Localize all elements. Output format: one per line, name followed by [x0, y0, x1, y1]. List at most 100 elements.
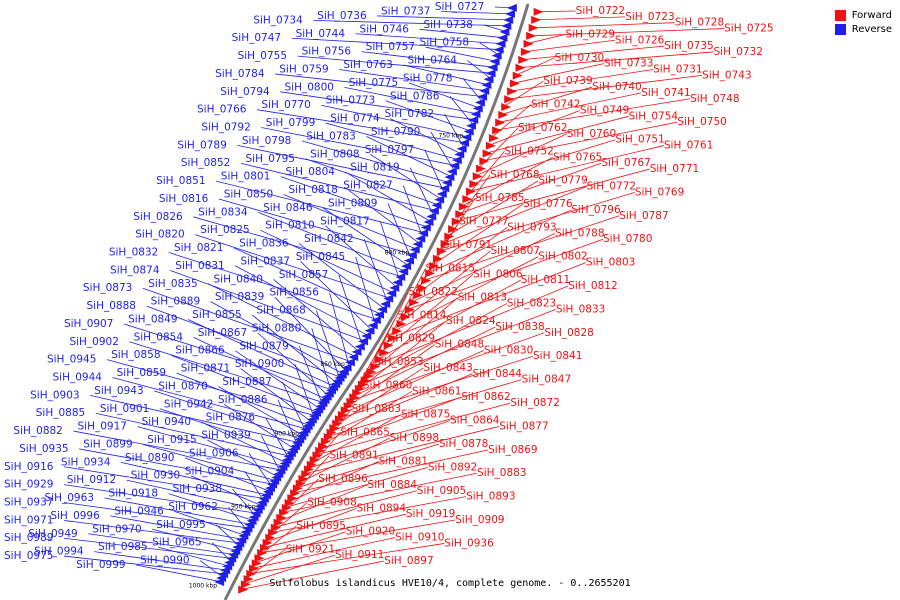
reverse-connector [275, 73, 486, 98]
reverse-gene-arrow [389, 283, 400, 292]
forward-gene-label: SiH_0743 [702, 69, 751, 81]
reverse-gene-label: SiH_0915 [147, 434, 196, 446]
forward-gene-label: SiH_0828 [544, 327, 593, 339]
reverse-gene-label: SiH_0744 [296, 28, 346, 40]
reverse-gene-arrow [423, 218, 434, 227]
reverse-connector [201, 421, 288, 464]
reverse-connector [274, 296, 348, 372]
reverse-gene-label: SiH_0826 [133, 211, 183, 223]
forward-gene-label: SiH_0895 [296, 520, 345, 532]
forward-gene-label: SiH_0806 [473, 268, 523, 280]
forward-gene-label: SiH_0807 [491, 245, 540, 257]
reverse-connector [313, 19, 510, 27]
forward-connector [325, 379, 522, 438]
forward-connector [494, 98, 691, 131]
reverse-connector [240, 368, 313, 424]
reverse-connector [403, 64, 490, 86]
reverse-gene-label: SiH_0999 [76, 559, 125, 571]
forward-connector [398, 250, 491, 325]
reverse-connector [174, 511, 247, 537]
reverse-gene-arrow [495, 39, 506, 48]
reverse-gene-label: SiH_0994 [34, 546, 84, 558]
forward-connector [280, 472, 478, 514]
reverse-gene-arrow [348, 353, 359, 362]
forward-gene-arrow [281, 503, 292, 512]
reverse-gene-label: SiH_0817 [320, 215, 369, 227]
reverse-connector [159, 408, 294, 454]
reverse-connector [79, 448, 276, 485]
reverse-connector [137, 426, 286, 468]
forward-gene-arrow [383, 341, 394, 350]
reverse-gene-label: SiH_0944 [53, 372, 103, 384]
reverse-gene-label: SiH_0842 [304, 233, 353, 245]
reverse-gene-arrow [431, 201, 442, 210]
forward-gene-label: SiH_0787 [619, 210, 668, 222]
forward-gene-label: SiH_0788 [555, 227, 604, 239]
reverse-connector [377, 15, 512, 21]
reverse-gene-label: SiH_0778 [403, 72, 452, 84]
forward-connector [525, 34, 566, 45]
reverse-gene-label: SiH_0962 [168, 501, 217, 513]
forward-swatch [834, 9, 846, 21]
reverse-connector [277, 399, 299, 447]
forward-gene-arrow [238, 585, 249, 594]
forward-gene-arrow [326, 428, 337, 437]
forward-gene-arrow [492, 126, 503, 135]
reverse-gene-label: SiH_0794 [220, 86, 270, 98]
reverse-gene-label: SiH_0770 [261, 99, 310, 111]
forward-gene-label: SiH_0769 [635, 186, 684, 198]
reverse-connector [218, 198, 415, 256]
reverse-gene-label: SiH_0783 [306, 130, 355, 142]
reverse-connector [94, 551, 229, 571]
reverse-gene-label: SiH_0834 [198, 206, 248, 218]
forward-connector [336, 355, 534, 420]
forward-gene-arrow [501, 103, 512, 112]
scale-tick-label: 750 kbp [439, 132, 464, 139]
reverse-connector [106, 359, 318, 417]
reverse-connector [280, 91, 477, 121]
forward-gene-label: SiH_0862 [461, 391, 510, 403]
legend-reverse-label: Reverse [851, 23, 892, 35]
reverse-connector [235, 265, 370, 337]
reverse-connector [338, 274, 364, 347]
forward-connector [311, 408, 352, 461]
forward-gene-arrow [273, 518, 284, 527]
reverse-connector [152, 528, 239, 552]
reverse-gene-label: SiH_0738 [423, 19, 472, 31]
reverse-gene-label: SiH_0747 [232, 32, 281, 44]
reverse-gene-label: SiH_0856 [270, 287, 320, 299]
forward-gene-label: SiH_0749 [580, 104, 629, 116]
forward-connector [530, 22, 675, 29]
reverse-connector [176, 372, 311, 427]
reverse-connector [190, 475, 263, 507]
forward-gene-arrow [476, 164, 487, 173]
forward-connector [353, 320, 447, 394]
reverse-gene-label: SiH_0859 [117, 367, 166, 379]
reverse-gene-label: SiH_0809 [328, 197, 377, 209]
forward-gene-arrow [507, 87, 518, 96]
reverse-connector [298, 243, 386, 310]
forward-connector [322, 385, 364, 442]
reverse-connector [301, 140, 450, 184]
forward-gene-label: SiH_0909 [455, 514, 504, 526]
reverse-connector [408, 82, 481, 109]
forward-gene-label: SiH_0762 [518, 122, 567, 134]
forward-connector [356, 315, 398, 390]
scale-tick-label: 800 kbp [385, 249, 410, 256]
forward-gene-label: SiH_0741 [641, 87, 690, 99]
reverse-gene-arrow [373, 310, 384, 319]
forward-connector [385, 268, 426, 346]
forward-connector [267, 502, 308, 539]
forward-connector [261, 513, 406, 549]
forward-connector [464, 151, 505, 200]
legend-forward-label: Forward [851, 9, 892, 21]
reverse-gene-label: SiH_0857 [279, 269, 328, 281]
reverse-gene-label: SiH_0835 [148, 278, 197, 290]
reverse-connector [234, 350, 322, 410]
forward-connector [342, 344, 435, 411]
reverse-gene-label: SiH_0887 [222, 376, 271, 388]
forward-gene-label: SiH_0732 [714, 46, 763, 58]
forward-gene-label: SiH_0892 [428, 461, 477, 473]
forward-gene-label: SiH_0864 [450, 415, 500, 427]
